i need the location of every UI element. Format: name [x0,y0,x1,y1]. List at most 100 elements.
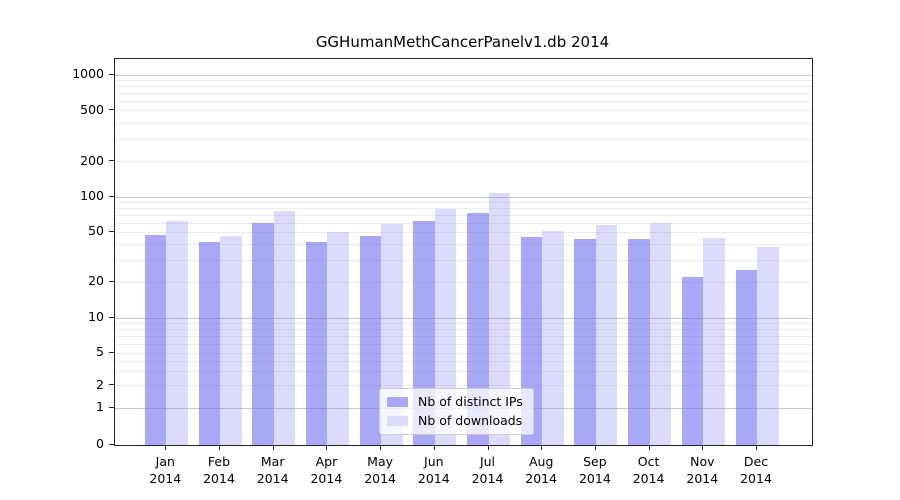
bar-distinct-ips-oct [628,239,650,445]
y-tick-100 [109,195,114,197]
x-label-aug: Aug 2014 [525,454,558,486]
gridline-10 [115,317,812,319]
gridline-6 [115,343,812,345]
y-tick-2 [109,384,114,386]
y-label-0: 0 [96,436,104,451]
x-tick-may [380,445,382,450]
x-label-nov: Nov 2014 [686,454,719,486]
y-label-200: 200 [80,152,104,168]
x-label-apr: Apr 2014 [310,454,343,486]
x-label-mar: Mar 2014 [256,454,289,486]
bar-distinct-ips-feb [198,241,220,445]
y-tick-1000 [109,73,114,75]
y-label-50: 50 [88,223,104,239]
gridline-70 [115,214,812,216]
x-label-may: May 2014 [364,454,396,486]
x-label-feb: Feb 2014 [203,454,235,486]
x-tick-jan [165,445,167,450]
gridline-300 [115,138,812,140]
gridline-400 [115,122,812,124]
x-tick-jun [433,445,435,450]
y-tick-1 [109,406,114,408]
bar-downloads-dec [757,247,779,445]
legend-item-downloads: Nb of downloads [387,413,523,428]
x-tick-feb [219,445,220,450]
gridline-500 [115,110,812,112]
x-label-jun: Jun 2014 [417,454,450,486]
bar-downloads-jul [488,192,510,445]
legend: Nb of distinct IPs Nb of downloads [379,388,534,435]
x-label-jul: Jul 2014 [471,454,504,486]
gridline-20 [115,281,812,283]
y-tick-50 [109,230,114,232]
y-label-20: 20 [88,273,104,289]
bar-downloads-aug [542,231,564,445]
gridline-3 [115,370,812,372]
x-label-sep: Sep 2014 [578,454,611,486]
y-tick-20 [109,280,114,282]
y-label-5: 5 [96,344,104,360]
x-tick-apr [326,445,328,450]
gridline-200 [115,161,812,163]
gridline-600 [115,100,812,102]
gridline-5 [115,352,812,354]
bar-downloads-oct [649,223,672,445]
x-tick-sep [594,445,596,450]
y-tick-500 [109,109,114,111]
bar-distinct-ips-jan [144,234,167,445]
y-label-1: 1 [96,399,104,415]
gridline-2 [115,385,812,387]
gridline-60 [115,222,812,224]
gridline-1000 [115,74,812,76]
x-label-oct: Oct 2014 [632,454,665,486]
bar-downloads-mar [273,211,296,445]
legend-label-distinct-ips: Nb of distinct IPs [418,394,523,409]
y-tick-5 [109,351,114,353]
gridline-700 [115,92,812,94]
y-tick-10 [109,316,114,318]
gridline-8 [115,329,812,331]
y-label-1000: 1000 [72,66,104,82]
gridline-80 [115,208,812,210]
gridline-4 [115,360,812,362]
bar-downloads-jan [166,220,188,445]
bar-downloads-sep [595,224,618,445]
x-tick-mar [272,445,274,450]
y-label-500: 500 [80,101,104,117]
x-tick-oct [648,445,650,450]
gridline-7 [115,335,812,337]
gridline-900 [115,79,812,81]
bar-distinct-ips-apr [305,241,328,445]
chart-title: GGHumanMethCancerPanelv1.db 2014 [315,33,610,51]
gridline-800 [115,86,812,88]
bar-distinct-ips-nov [681,277,704,445]
legend-swatch-distinct-ips-icon [387,396,408,407]
plot-area: Nb of distinct IPs Nb of downloads [114,58,813,446]
gridline-9 [115,323,812,325]
bar-downloads-nov [703,238,725,445]
gridline-100 [115,196,812,198]
x-tick-aug [541,445,543,450]
bar-distinct-ips-jul [467,213,489,445]
x-label-jan: Jan 2014 [149,454,182,486]
gridline-40 [115,244,812,246]
gridline-90 [115,202,812,204]
bar-downloads-feb [220,235,242,445]
x-label-dec: Dec 2014 [740,454,772,486]
y-label-2: 2 [96,376,104,392]
y-label-10: 10 [88,309,104,325]
bar-downloads-apr [327,232,349,445]
x-tick-jul [487,445,489,450]
legend-label-downloads: Nb of downloads [418,413,523,428]
bar-distinct-ips-may [359,235,382,445]
bar-downloads-jun [434,208,457,445]
gridline-30 [115,259,812,261]
legend-swatch-downloads-icon [387,415,408,426]
x-tick-dec [756,445,757,450]
x-tick-nov [702,445,704,450]
gridline-50 [115,231,812,233]
bar-distinct-ips-sep [574,239,596,445]
y-tick-0 [109,443,114,445]
legend-item-distinct-ips: Nb of distinct IPs [387,394,523,409]
